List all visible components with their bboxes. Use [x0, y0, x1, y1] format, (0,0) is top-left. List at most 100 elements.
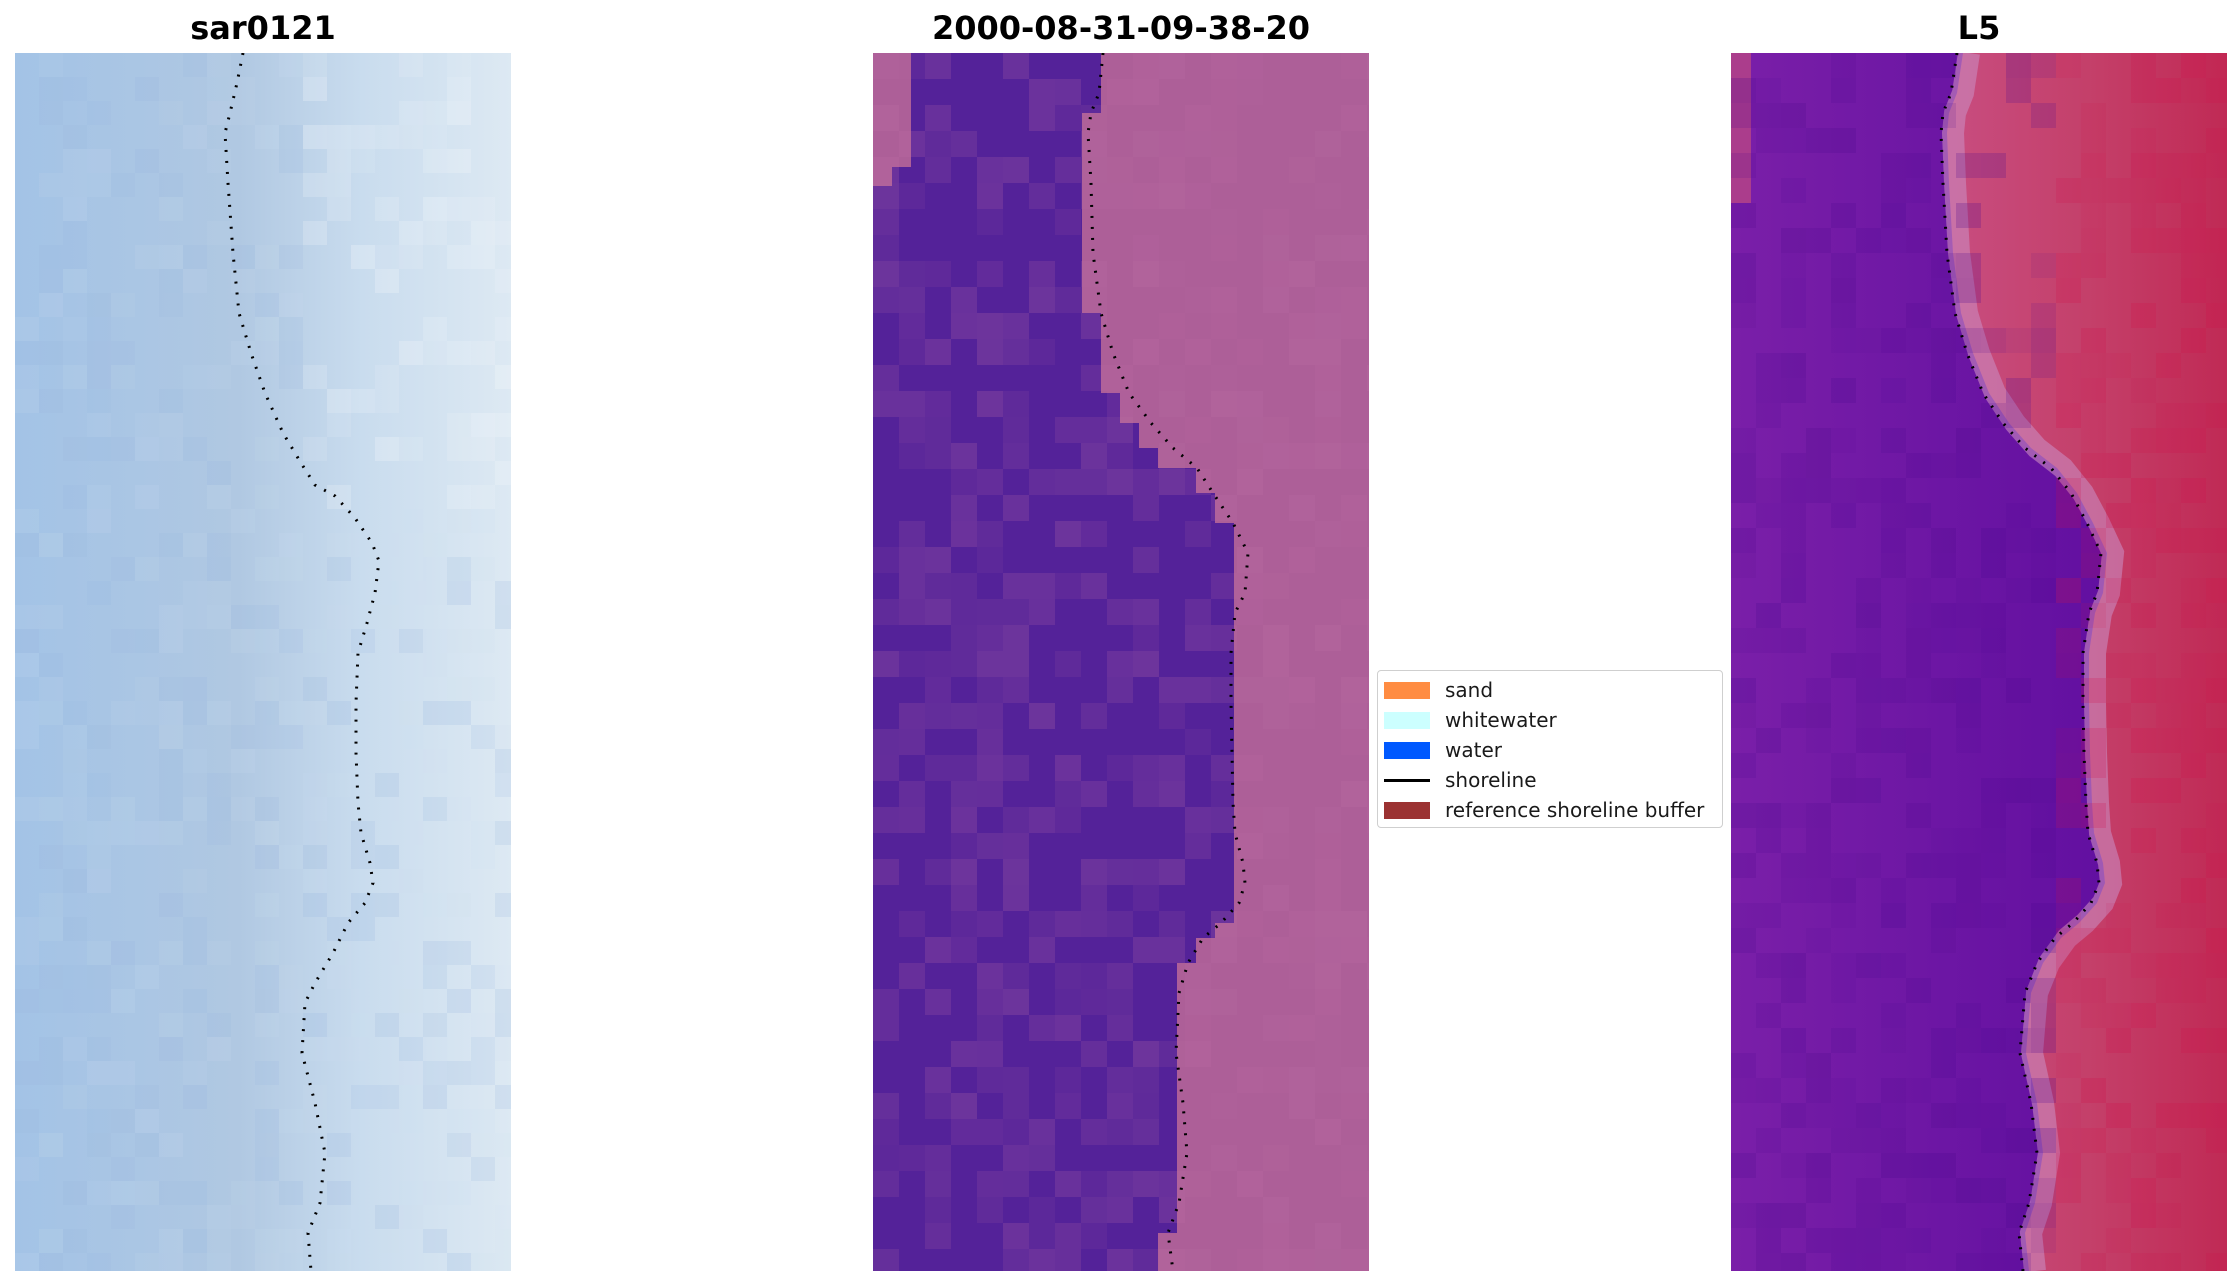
pixel-cell	[399, 1109, 423, 1133]
pixel-cell	[2081, 403, 2106, 428]
pixel-cell	[471, 485, 495, 509]
pixel-cell	[951, 885, 977, 911]
pixel-cell	[1029, 1249, 1055, 1271]
pixel-cell	[87, 725, 111, 749]
pixel-cell	[1107, 469, 1133, 495]
pixel-cell	[1263, 1145, 1289, 1171]
pixel-cell	[1159, 365, 1185, 391]
pixel-cell	[375, 941, 399, 965]
pixel-cell	[2181, 903, 2206, 928]
pixel-cell	[1831, 78, 1856, 103]
pixel-cell	[423, 101, 447, 125]
pixel-cell	[255, 989, 279, 1013]
pixel-cell	[279, 725, 303, 749]
pixel-cell	[1756, 603, 1781, 628]
pixel-cell	[2181, 403, 2206, 428]
pixel-cell	[39, 77, 63, 101]
pixel-cell	[183, 1181, 207, 1205]
pixel-cell	[1107, 1119, 1133, 1145]
pixel-cell	[1731, 628, 1756, 653]
pixel-cell	[1931, 328, 1956, 353]
pixel-cell	[1081, 469, 1107, 495]
pixel-cell	[1107, 79, 1133, 105]
pixel-cell	[2181, 1028, 2206, 1053]
pixel-cell	[327, 941, 351, 965]
pixel-cell	[1756, 378, 1781, 403]
pixel-cell	[471, 725, 495, 749]
pixel-cell	[1315, 833, 1341, 859]
pixel-cell	[111, 1061, 135, 1085]
pixel-cell	[2031, 1228, 2056, 1253]
pixel-cell	[977, 911, 1003, 937]
pixel-cell	[1981, 528, 2006, 553]
pixel-cell	[1289, 911, 1315, 937]
pixel-cell	[471, 965, 495, 989]
pixel-cell	[2206, 1028, 2227, 1053]
pixel-cell	[1237, 573, 1263, 599]
pixel-cell	[495, 1205, 511, 1229]
pixel-cell	[1003, 1067, 1029, 1093]
pixel-cell	[375, 1109, 399, 1133]
pixel-cell	[111, 365, 135, 389]
pixel-cell	[1881, 1253, 1906, 1271]
pixel-cell	[279, 557, 303, 581]
pixel-cell	[2056, 378, 2081, 403]
pixel-cell	[471, 1037, 495, 1061]
pixel-cell	[375, 797, 399, 821]
pixel-cell	[1931, 453, 1956, 478]
pixel-cell	[1237, 807, 1263, 833]
pixel-cell	[977, 1197, 1003, 1223]
pixel-cell	[1133, 547, 1159, 573]
pixel-cell	[1906, 803, 1931, 828]
pixel-cell	[2156, 1253, 2181, 1271]
pixel-cell	[447, 1061, 471, 1085]
pixel-cell	[1341, 781, 1367, 807]
pixel-cell	[303, 869, 327, 893]
pixel-cell	[2031, 528, 2056, 553]
pixel-cell	[375, 1205, 399, 1229]
pixel-cell	[423, 893, 447, 917]
pixel-cell	[447, 893, 471, 917]
pixel-cell	[2056, 578, 2081, 603]
pixel-cell	[351, 917, 375, 941]
pixel-cell	[39, 533, 63, 557]
pixel-cell	[1133, 261, 1159, 287]
pixel-cell	[87, 437, 111, 461]
pixel-cell	[1055, 1015, 1081, 1041]
pixel-cell	[1185, 1015, 1211, 1041]
pixel-cell	[231, 797, 255, 821]
rgb-pixel-grid	[15, 53, 511, 1271]
pixel-cell	[873, 53, 899, 79]
pixel-cell	[1856, 603, 1881, 628]
pixel-cell	[1731, 303, 1756, 328]
pixel-cell	[1906, 603, 1931, 628]
pixel-cell	[1906, 853, 1931, 878]
pixel-cell	[63, 1229, 87, 1253]
pixel-cell	[1881, 1228, 1906, 1253]
pixel-cell	[375, 533, 399, 557]
pixel-cell	[1856, 328, 1881, 353]
legend-label-shoreline: shoreline	[1445, 768, 1537, 792]
pixel-cell	[925, 651, 951, 677]
pixel-cell	[1081, 1197, 1107, 1223]
pixel-cell	[255, 701, 279, 725]
pixel-cell	[375, 437, 399, 461]
pixel-cell	[1856, 1128, 1881, 1153]
pixel-cell	[2056, 878, 2081, 903]
pixel-cell	[1881, 1078, 1906, 1103]
pixel-cell	[1029, 261, 1055, 287]
pixel-cell	[1315, 417, 1341, 443]
pixel-cell	[2106, 928, 2131, 953]
pixel-cell	[135, 437, 159, 461]
pixel-cell	[1856, 853, 1881, 878]
pixel-cell	[1856, 628, 1881, 653]
pixel-cell	[977, 261, 1003, 287]
pixel-cell	[1289, 937, 1315, 963]
pixel-cell	[1781, 1103, 1806, 1128]
pixel-cell	[255, 965, 279, 989]
pixel-cell	[951, 1093, 977, 1119]
pixel-cell	[1263, 287, 1289, 313]
pixel-cell	[111, 173, 135, 197]
pixel-cell	[1806, 878, 1831, 903]
pixel-cell	[873, 859, 899, 885]
